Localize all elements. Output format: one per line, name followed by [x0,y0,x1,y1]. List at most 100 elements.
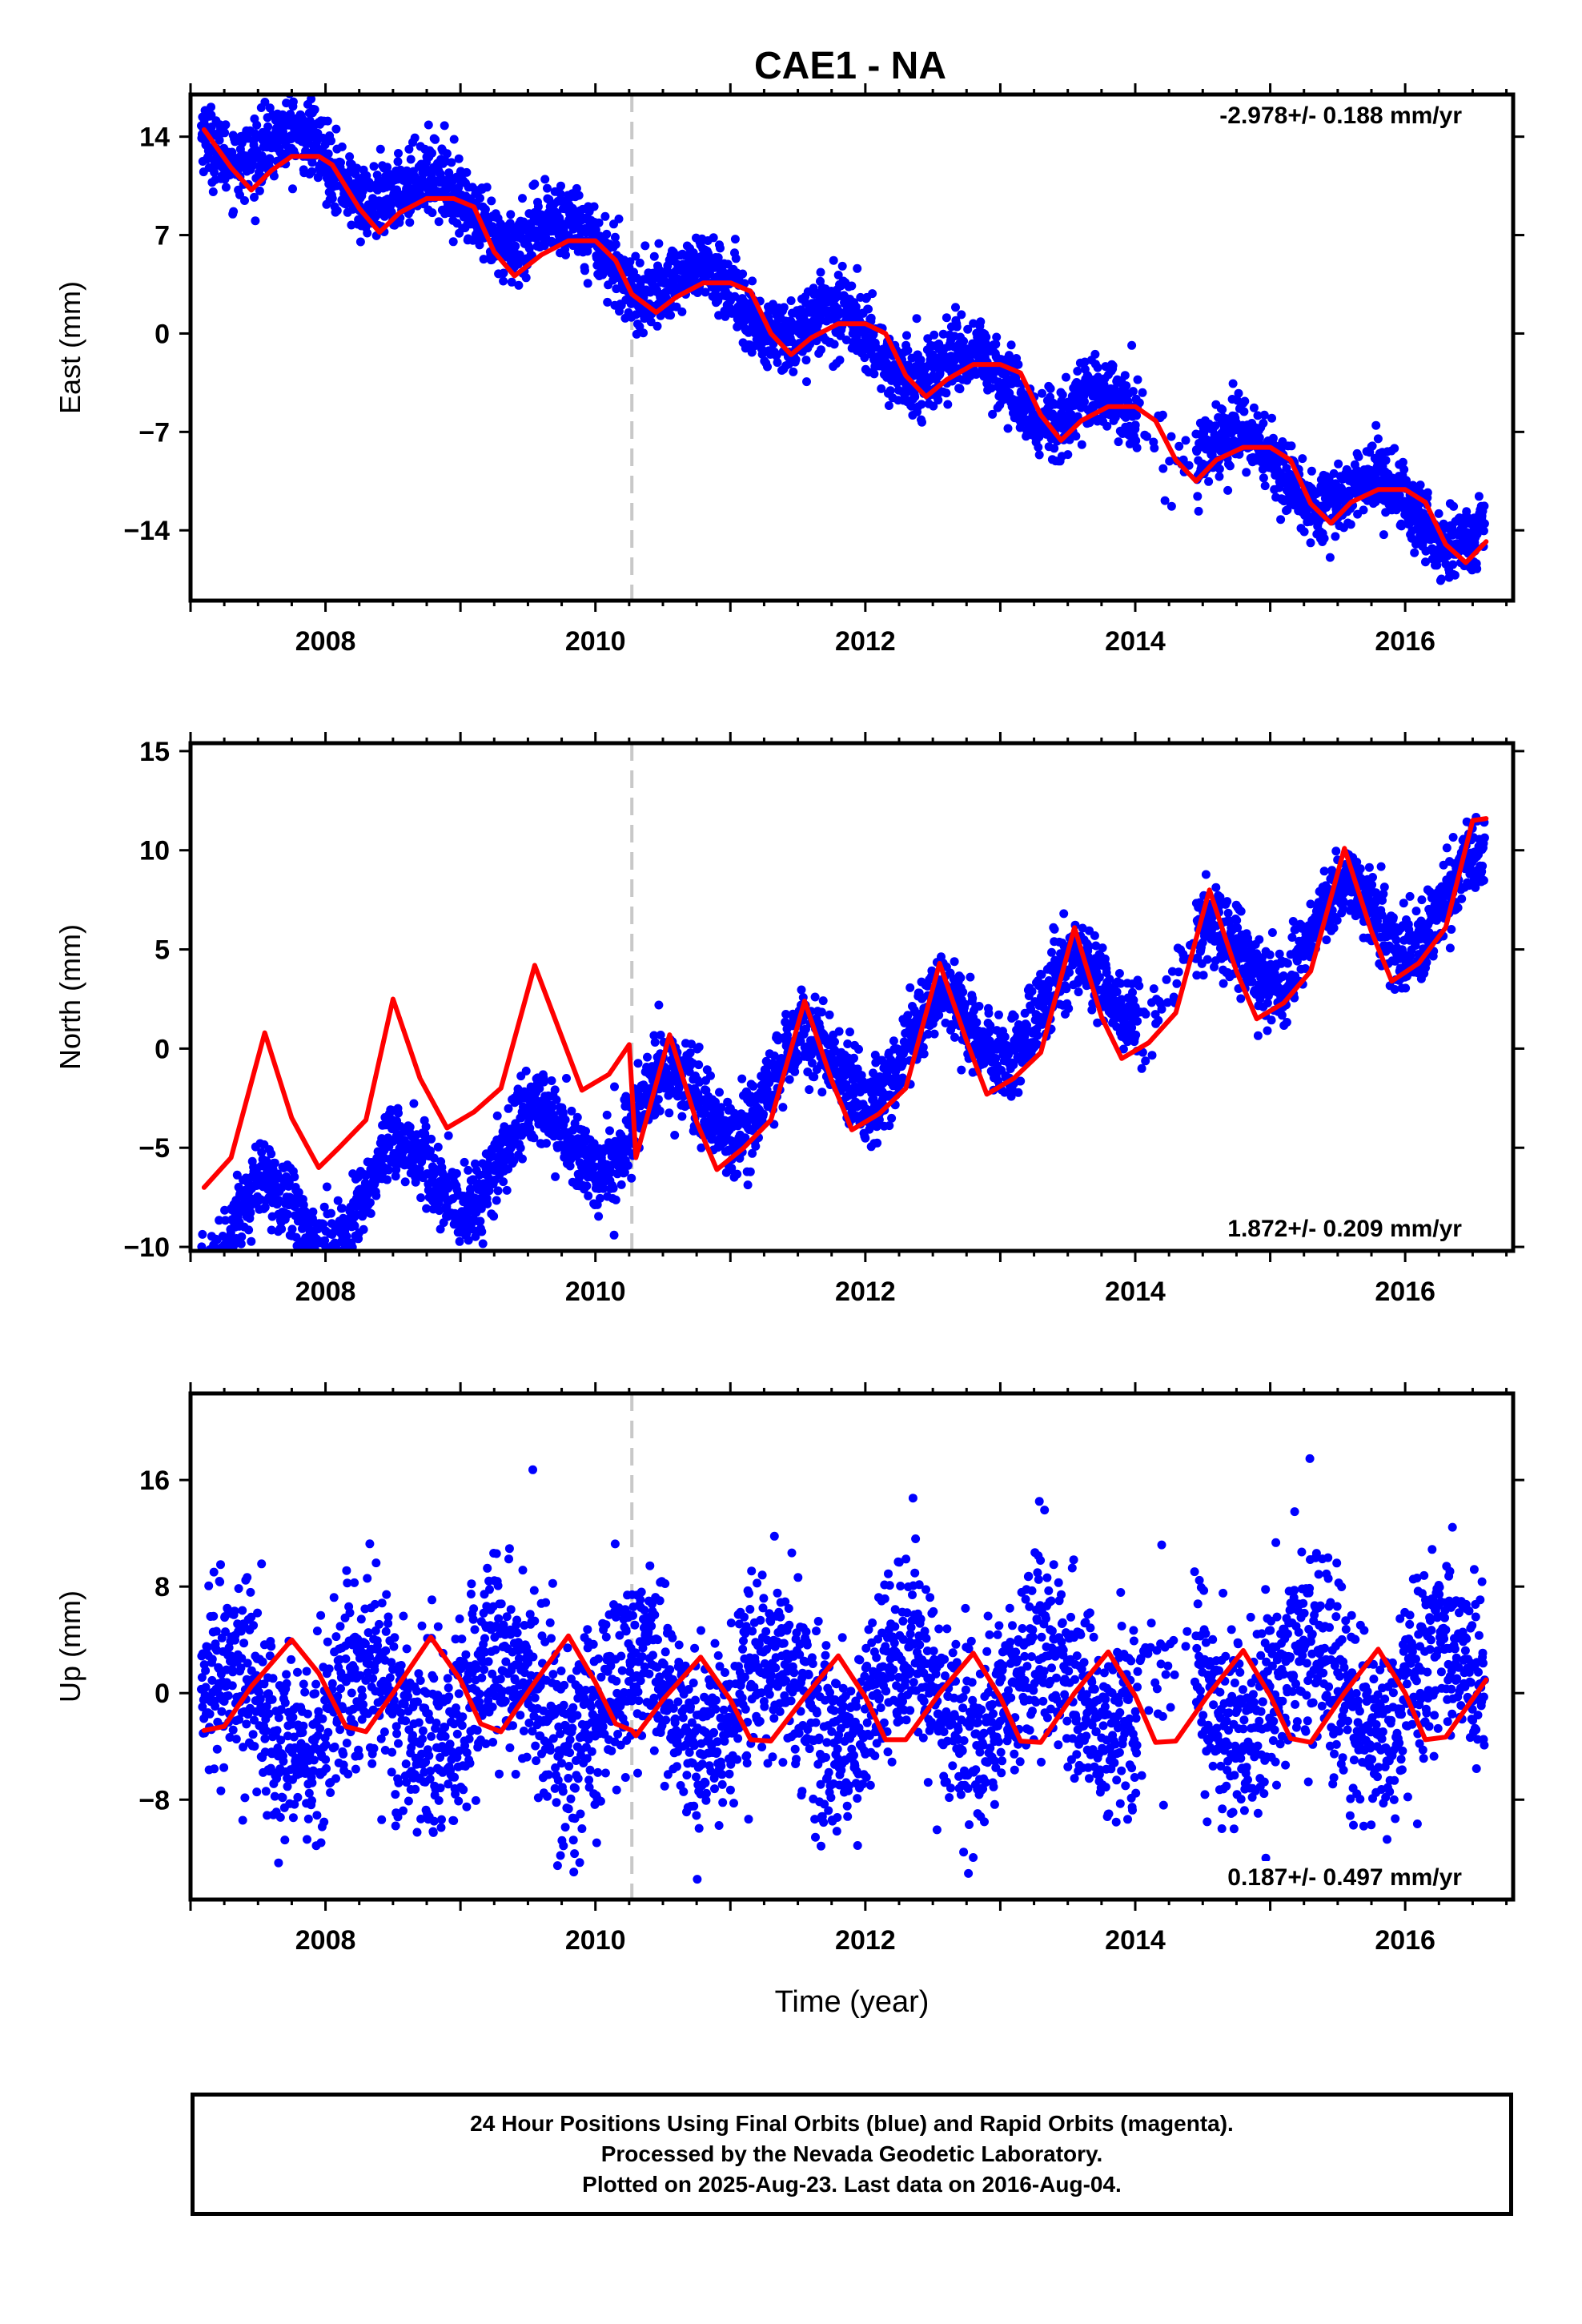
data-point [477,1227,487,1236]
data-point [1071,432,1081,441]
data-point [224,1263,233,1272]
data-point [342,1232,351,1241]
data-point [330,1260,339,1269]
data-point [1166,501,1176,511]
data-point [1331,532,1340,541]
data-point [582,1181,592,1191]
data-point [434,1198,444,1208]
data-point [327,136,335,146]
data-point [208,1294,217,1303]
data-point [786,296,796,305]
data-point [1259,419,1268,428]
data-point [1334,459,1343,468]
data-point [1122,381,1131,391]
data-point [478,1239,488,1248]
data-point [1062,372,1070,382]
data-point [1395,490,1404,500]
data-point [323,1264,332,1273]
data-point [694,1043,704,1051]
data-point [1108,361,1118,371]
data-point [197,1242,207,1251]
data-point [1432,561,1442,570]
data-point [244,1225,254,1235]
data-point [217,1265,226,1274]
data-point [561,250,570,259]
data-point [1228,379,1238,388]
data-point [551,1172,560,1181]
data-point [992,332,1002,342]
data-point [521,1066,531,1076]
data-point [464,1236,473,1245]
data-point [335,1253,344,1262]
data-point [624,1160,632,1170]
data-point [869,369,879,379]
data-point [602,1110,612,1120]
data-point [229,1266,238,1275]
data-point [963,324,973,334]
data-point [611,1195,620,1204]
y-tick-label: −7 [139,417,170,448]
data-point [1014,360,1023,369]
data-point [677,1112,687,1121]
data-point [480,204,490,214]
data-point [1276,515,1286,525]
data-point [323,149,333,159]
data-point [269,171,279,181]
data-point [434,217,444,227]
data-point [1434,509,1443,518]
data-point [260,1203,270,1212]
data-point [550,1085,560,1095]
data-point [201,1289,210,1297]
model-fit-curve [201,127,1489,565]
data-point [868,289,877,299]
data-point [223,1258,232,1267]
data-point [670,1131,680,1140]
data-point [499,276,508,286]
y-tick-label: 7 [155,221,170,251]
data-point [600,211,610,221]
data-point [332,1267,341,1276]
data-point [476,1204,486,1213]
data-point [835,356,845,365]
data-point [1479,526,1488,536]
data-point [1006,340,1016,350]
data-point [1193,492,1203,501]
data-point [1287,441,1296,451]
data-point [215,1257,224,1266]
data-point [384,1165,393,1175]
data-point [442,149,452,159]
y-tick-label: 0 [155,319,170,349]
data-point [475,240,484,250]
data-point [1234,388,1243,398]
data-point [199,1273,207,1282]
data-point [1204,476,1214,486]
y-tick-label: 14 [139,123,170,153]
data-point [542,1139,551,1148]
data-point [210,1273,219,1282]
data-point [251,216,260,226]
data-point [366,1208,375,1218]
data-point [608,1184,618,1193]
data-point [1462,507,1472,517]
data-point [203,1272,212,1281]
data-point [594,218,604,227]
data-point [580,266,589,275]
data-point [594,1212,604,1221]
data-point [957,310,966,320]
data-point [751,1141,761,1151]
data-point [236,1256,245,1265]
data-point [400,1177,410,1187]
data-point [1367,441,1377,451]
data-point [499,268,508,278]
data-point [860,353,869,363]
data-point [206,1263,215,1272]
data-point [405,1122,415,1132]
data-point [1158,410,1167,420]
data-point [833,271,843,279]
data-point [219,1256,227,1265]
data-point [240,196,249,205]
data-point [248,161,258,171]
data-point [267,1149,276,1159]
data-point [319,1220,328,1229]
